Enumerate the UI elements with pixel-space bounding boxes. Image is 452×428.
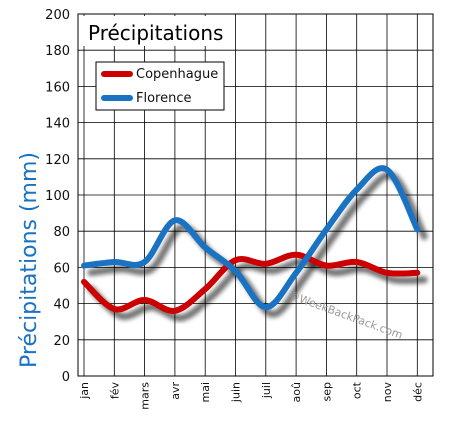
y-tick-label-80: 80 [53, 225, 70, 240]
x-tick-label-juin: juin [230, 382, 243, 403]
y-axis-label: Précipitations (mm) [17, 152, 42, 368]
y-tick-label-140: 140 [45, 117, 70, 132]
legend-label-copenhague: Copenhague [136, 67, 218, 82]
legend: Copenhague Florence [95, 61, 225, 111]
x-tick-label-aoû: aoû [290, 382, 303, 402]
y-tick-label-180: 180 [45, 44, 70, 59]
x-tick-label-juil: juil [260, 382, 273, 399]
x-tick-label-avr: avr [169, 382, 182, 400]
chart-title: Précipitations [88, 21, 223, 45]
x-tick-label-mars: mars [139, 382, 152, 410]
y-tick-label-40: 40 [53, 298, 70, 313]
title-box [82, 16, 232, 46]
x-tick-label-jan: jan [78, 382, 91, 400]
legend-label-florence: Florence [136, 91, 192, 106]
y-tick-label-60: 60 [53, 261, 70, 276]
series-shadow-copenhague [87, 258, 428, 322]
y-tick-label-20: 20 [53, 334, 70, 349]
x-axis-ticks: jan fév mars avr mai juin juil aoû sep oct nov déc [78, 381, 424, 409]
series-line-copenhague [81, 251, 421, 314]
series-line-florence [81, 165, 421, 311]
y-tick-label-160: 160 [45, 80, 70, 95]
series-lines [81, 165, 421, 314]
x-tick-label-déc: déc [411, 382, 424, 402]
x-tick-label-nov: nov [381, 382, 394, 403]
x-tick-label-sep: sep [320, 382, 333, 401]
x-tick-label-mai: mai [199, 382, 212, 403]
y-tick-label-200: 200 [45, 8, 70, 23]
y-tick-label-0: 0 [62, 370, 70, 385]
y-axis-ticks: 0 20 40 60 80 100 120 140 160 180 200 [45, 8, 70, 385]
x-tick-label-oct: oct [351, 381, 364, 399]
y-tick-label-100: 100 [45, 189, 70, 204]
y-tick-label-120: 120 [45, 153, 70, 168]
legend-box [95, 61, 225, 111]
x-tick-label-fév: fév [108, 382, 121, 400]
